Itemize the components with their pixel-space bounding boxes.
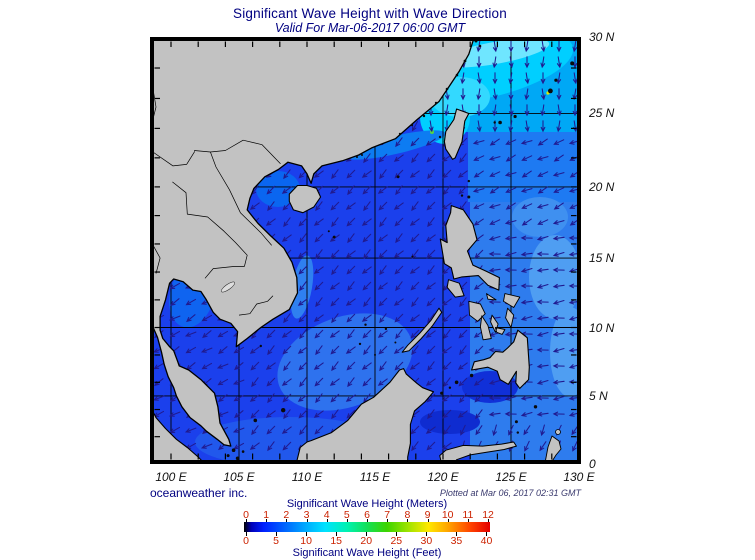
feet-tick-label: 15 xyxy=(330,535,343,547)
degree-tick-marks xyxy=(154,41,577,460)
country-borders xyxy=(149,88,281,316)
legend-tick xyxy=(346,518,348,522)
feet-tick-label: 5 xyxy=(273,535,279,547)
legend-tick xyxy=(387,518,389,522)
border-china-myanmar-laos xyxy=(149,149,196,167)
island-borneo xyxy=(295,368,435,465)
latitude-label: 5 N xyxy=(589,388,608,403)
legend-tick xyxy=(396,532,398,536)
meters-tick-label: 12 xyxy=(482,509,494,521)
meters-tick-label: 1 xyxy=(263,509,270,521)
legend-tick xyxy=(447,518,449,522)
longitude-label: 120 E xyxy=(427,470,459,484)
mainland-asia xyxy=(149,36,475,447)
border-laos-vietnam xyxy=(210,151,272,246)
islands-visayas xyxy=(468,293,521,341)
meters-tick-label: 9 xyxy=(424,509,431,521)
longitude-label: 125 E xyxy=(495,470,527,484)
legend-tick xyxy=(367,518,369,522)
meters-tick-label: 2 xyxy=(283,509,290,521)
legend-tick xyxy=(407,518,409,522)
page-title: Significant Wave Height with Wave Direct… xyxy=(233,6,507,21)
latitude-label: 15 N xyxy=(589,251,615,266)
wave-height-colorbar xyxy=(244,522,490,532)
island-mindoro xyxy=(446,279,465,298)
longitude-label: 115 E xyxy=(359,470,391,484)
plotted-timestamp: Plotted at Mar 06, 2017 02:31 GMT xyxy=(439,488,581,498)
border-thailand-laos xyxy=(172,181,248,267)
island-specks xyxy=(226,39,575,461)
island-mindanao xyxy=(471,329,530,389)
island-taiwan xyxy=(443,108,470,160)
legend-tick xyxy=(366,532,368,536)
legend-tick xyxy=(306,518,308,522)
legend-tick xyxy=(456,532,458,536)
feet-tick-label: 25 xyxy=(390,535,403,547)
latitude-label: 25 N xyxy=(589,106,615,121)
island-palawan xyxy=(401,307,443,353)
meters-tick-label: 10 xyxy=(441,509,454,521)
feet-tick-label: 35 xyxy=(450,535,463,547)
legend-tick xyxy=(426,532,428,536)
meters-tick-label: 8 xyxy=(404,509,411,521)
island-hainan xyxy=(288,184,322,214)
meters-tick-label: 4 xyxy=(323,509,330,521)
legend-title-feet: Significant Wave Height (Feet) xyxy=(292,547,442,559)
longitude-label: 100 E xyxy=(155,470,187,484)
legend-tick xyxy=(467,518,469,522)
legend-tick xyxy=(286,518,288,522)
legend-tick xyxy=(246,518,247,522)
feet-tick-label: 30 xyxy=(420,535,433,547)
legend-tick xyxy=(276,532,278,536)
border-china-vietnam xyxy=(194,139,281,164)
island-sulawesi xyxy=(439,441,517,465)
meters-tick-label: 5 xyxy=(343,509,350,521)
latitude-label: 10 N xyxy=(589,320,615,335)
latitude-label: 0 xyxy=(589,456,596,471)
oceanweather-credit: oceanweather inc. xyxy=(150,486,248,500)
meters-tick-label: 3 xyxy=(303,509,310,521)
legend-tick xyxy=(427,518,429,522)
lake-tonle-sap xyxy=(221,281,235,293)
border-cambodia-vietnam xyxy=(238,295,274,316)
island-halmahera xyxy=(544,435,562,464)
longitude-label: 105 E xyxy=(223,470,255,484)
meters-tick-label: 0 xyxy=(243,509,249,521)
meters-tick-label: 11 xyxy=(462,509,474,521)
feet-tick-label: 40 xyxy=(480,535,493,547)
meters-tick-label: 7 xyxy=(384,509,391,521)
latitude-label: 30 N xyxy=(589,29,615,44)
land-layer xyxy=(149,36,562,465)
wave-map xyxy=(149,29,590,467)
border-thailand-cambodia xyxy=(204,266,245,279)
feet-tick-label: 0 xyxy=(243,535,249,547)
legend-title-meters: Significant Wave Height (Meters) xyxy=(286,498,448,510)
legend-tick xyxy=(306,532,308,536)
meters-tick-label: 6 xyxy=(364,509,370,521)
legend-tick xyxy=(326,518,328,522)
valid-time-subtitle: Valid For Mar-06-2017 06:00 GMT xyxy=(274,21,466,35)
legend-tick xyxy=(266,518,268,522)
legend-tick xyxy=(246,532,247,536)
island-morotai xyxy=(555,429,561,435)
longitude-label: 130 E xyxy=(563,470,595,484)
island-luzon xyxy=(439,205,500,291)
legend-tick xyxy=(488,518,490,522)
longitude-label: 110 E xyxy=(291,470,323,484)
latitude-label: 20 N xyxy=(589,179,615,194)
legend-tick xyxy=(486,532,488,536)
map-frame xyxy=(150,37,581,464)
feet-tick-label: 20 xyxy=(360,535,373,547)
map-area xyxy=(149,29,590,467)
legend-tick xyxy=(336,532,338,536)
feet-tick-label: 10 xyxy=(300,535,312,547)
